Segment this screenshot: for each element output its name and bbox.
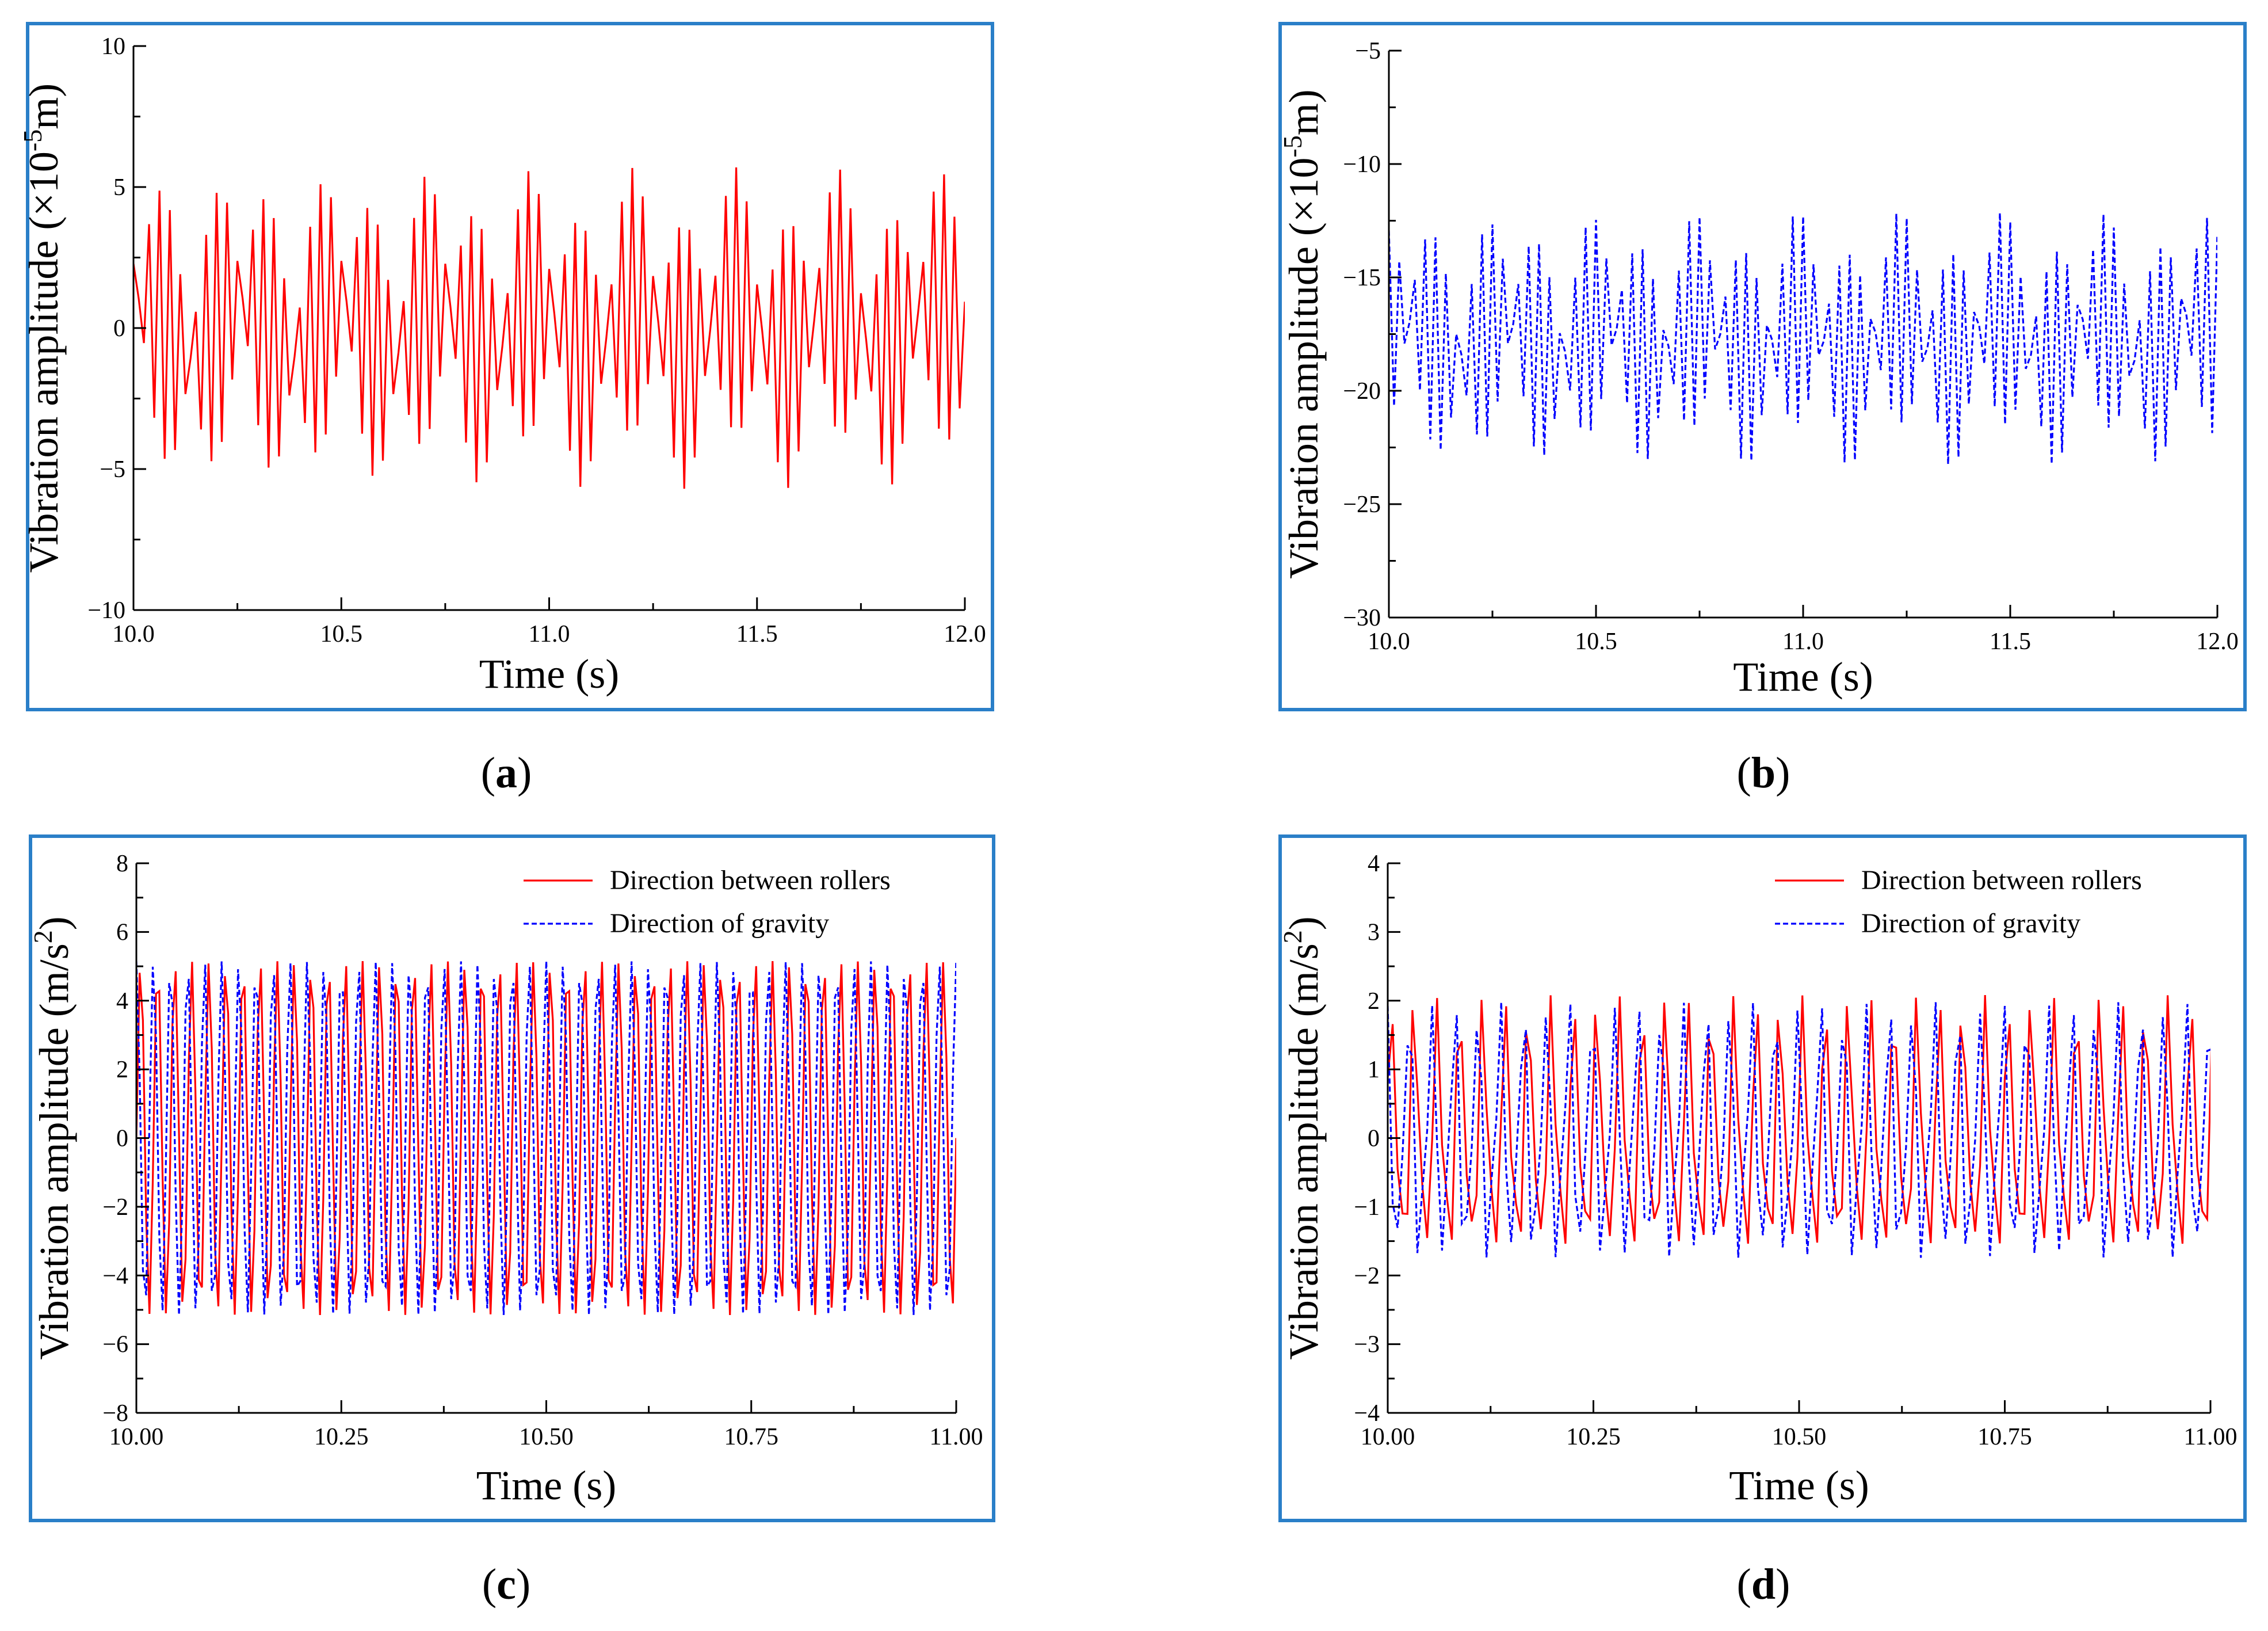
x-tick-label-b: 10.5 [1575,628,1617,655]
series-line-c-0 [136,961,956,1315]
y-axis-label-tail-d: ) [1281,916,1327,930]
y-axis-label-c: Vibration amplitude (m/s2) [28,916,77,1360]
y-tick-label-c: −8 [102,1400,128,1427]
y-axis-label-a: Vibration amplitude (×10-5m) [18,83,67,573]
caption-c: (c) [482,1560,531,1609]
x-axis-label-b: Time (s) [1733,654,1873,700]
y-tick-label-c: 2 [116,1057,128,1083]
panel-b-frame [1278,22,2247,711]
y-tick-label-b: −10 [1343,151,1381,178]
y-tick-label-d: 4 [1368,851,1380,877]
x-axis-label-a: Time (s) [479,651,619,697]
y-axis-label-sup-b: -5 [1278,135,1307,157]
x-tick-label-a: 11.0 [529,621,570,647]
y-tick-label-d: 2 [1368,988,1380,1015]
y-tick-label-b: −25 [1343,491,1381,518]
panel-d-frame [1278,834,2247,1522]
y-tick-label-c: 4 [116,988,128,1015]
y-axis-label-main-c: Vibration amplitude (m/s [31,943,77,1360]
x-tick-label-a: 10.5 [320,621,363,647]
caption-b: (b) [1736,749,1790,797]
y-tick-label-c: 8 [116,851,128,877]
panel-a-frame [26,22,994,711]
x-tick-label-a: 12.0 [944,621,986,647]
y-tick-label-d: −1 [1354,1194,1380,1221]
x-tick-label-b: 11.0 [1782,628,1824,655]
legend-label-d-1: Direction of gravity [1861,908,2080,939]
legend-label-c-0: Direction between rollers [610,865,891,895]
y-tick-label-c: −2 [102,1194,128,1221]
x-tick-label-b: 11.5 [1990,628,2031,655]
x-tick-label-d: 10.50 [1772,1424,1827,1450]
x-tick-label-c: 10.75 [724,1424,779,1450]
y-tick-label-c: 6 [116,919,128,946]
y-axis-label-d: Vibration amplitude (m/s2) [1278,916,1327,1360]
x-tick-label-d: 10.75 [1977,1424,2032,1450]
x-tick-label-c: 10.50 [519,1424,574,1450]
x-tick-label-b: 12.0 [2196,628,2239,655]
x-tick-label-d: 10.25 [1566,1424,1621,1450]
y-tick-label-c: 0 [116,1126,128,1152]
y-axis-label-main-d: Vibration amplitude (m/s [1281,943,1327,1360]
y-tick-label-a: 0 [113,315,125,342]
y-tick-label-a: 10 [101,33,125,60]
y-tick-label-d: −3 [1354,1332,1380,1358]
legend-label-d-0: Direction between rollers [1861,865,2142,895]
x-axis-label-d: Time (s) [1729,1462,1869,1508]
x-tick-label-b: 10.0 [1368,628,1410,655]
y-axis-label-tail-c: ) [31,916,77,930]
y-axis-label-sup-d: 2 [1278,930,1307,943]
caption-d: (d) [1736,1560,1790,1609]
x-tick-label-c: 10.25 [314,1424,369,1450]
y-tick-label-b: −20 [1343,378,1381,405]
panel-c-frame [29,834,995,1522]
y-tick-label-b: −15 [1343,265,1381,291]
y-axis-label-main-a: Vibration amplitude (×10 [21,151,67,573]
series-line-b-0 [1389,212,2217,464]
y-axis-label-b: Vibration amplitude (×10-5m) [1278,89,1327,578]
x-tick-label-a: 10.0 [112,621,155,647]
series-line-a-0 [133,167,965,489]
y-axis-label-sup-a: -5 [18,129,47,151]
y-tick-label-a: −5 [100,456,125,483]
y-tick-label-c: −4 [102,1263,128,1289]
x-tick-label-c: 10.00 [109,1424,164,1450]
y-tick-label-d: 0 [1368,1126,1380,1152]
x-tick-label-d: 10.00 [1361,1424,1415,1450]
y-tick-label-d: −4 [1354,1400,1380,1427]
series-line-d-1 [1388,1002,2210,1258]
series-line-c-1 [136,961,956,1315]
legend-label-c-1: Direction of gravity [610,908,829,939]
y-tick-label-a: −10 [87,597,125,624]
x-tick-label-c: 11.00 [930,1424,983,1450]
y-tick-label-d: 3 [1368,919,1380,946]
y-tick-label-d: 1 [1368,1057,1380,1083]
y-tick-label-a: 5 [113,174,125,201]
y-tick-label-b: −5 [1355,38,1381,64]
y-tick-label-b: −30 [1343,605,1381,631]
y-axis-label-main-b: Vibration amplitude (×10 [1281,158,1327,579]
x-tick-label-d: 11.00 [2184,1424,2238,1450]
y-axis-label-tail-b: m) [1281,89,1327,135]
y-tick-label-d: −2 [1354,1263,1380,1289]
y-axis-label-tail-a: m) [21,83,67,129]
y-axis-label-sup-c: 2 [28,930,58,943]
series-line-d-0 [1388,994,2210,1244]
y-tick-label-c: −6 [102,1332,128,1358]
caption-a: (a) [480,749,532,797]
x-axis-label-c: Time (s) [476,1462,616,1508]
x-tick-label-a: 11.5 [736,621,778,647]
